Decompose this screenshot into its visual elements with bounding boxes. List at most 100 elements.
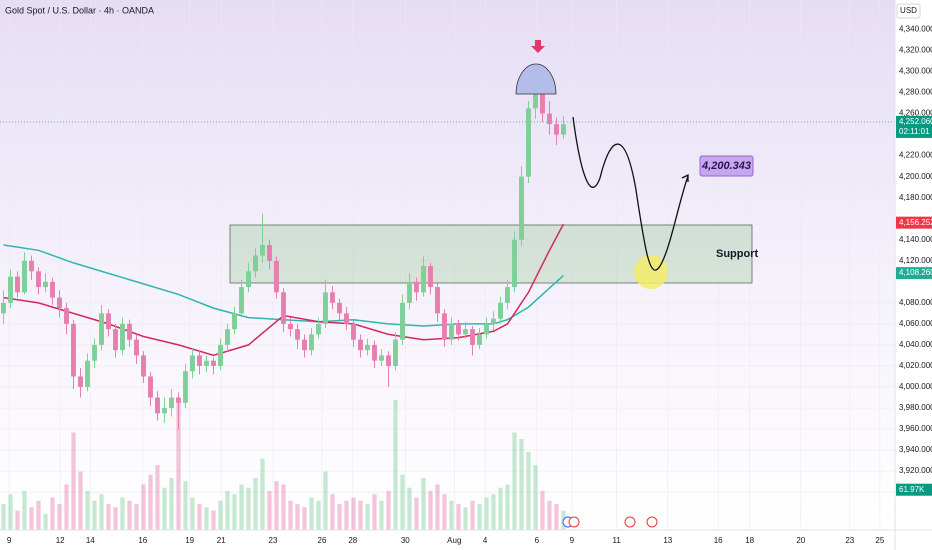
candle-body bbox=[253, 255, 258, 272]
volume-bar bbox=[22, 491, 27, 530]
x-tick-label: 18 bbox=[745, 536, 754, 545]
candle-body bbox=[36, 271, 41, 288]
candle-body bbox=[211, 360, 216, 366]
candle-body bbox=[99, 313, 104, 345]
volume-bar bbox=[120, 497, 125, 530]
candle-body bbox=[484, 323, 489, 335]
candle-body bbox=[106, 313, 111, 330]
volume-bar bbox=[449, 500, 454, 530]
support-zone bbox=[229, 224, 753, 284]
x-tick-label: 16 bbox=[138, 536, 147, 545]
target-label: 4,200.343 bbox=[701, 160, 751, 172]
candle-body bbox=[428, 266, 433, 288]
y-tick-label: 4,040.000 bbox=[899, 340, 932, 349]
x-tick-label: 23 bbox=[269, 536, 278, 545]
volume-bar bbox=[211, 510, 216, 530]
candle-body bbox=[512, 239, 517, 288]
candle-body bbox=[456, 323, 461, 335]
volume-bar bbox=[484, 497, 489, 530]
candle-body bbox=[547, 113, 552, 125]
candle-body bbox=[505, 287, 510, 303]
volume-bar bbox=[246, 487, 251, 530]
candle-body bbox=[64, 308, 69, 324]
volume-bar bbox=[169, 478, 174, 530]
x-tick-label: 20 bbox=[796, 536, 805, 545]
volume-bar bbox=[43, 513, 48, 530]
currency-box[interactable] bbox=[896, 3, 921, 19]
candle-body bbox=[449, 323, 454, 340]
y-tick-label: 4,200.000 bbox=[899, 172, 932, 181]
event-icon bbox=[646, 516, 658, 528]
time-axis bbox=[0, 530, 895, 550]
volume-bar bbox=[99, 494, 104, 530]
y-tick-label: 4,080.000 bbox=[899, 298, 932, 307]
down-arrow bbox=[531, 40, 545, 53]
volume-bar bbox=[386, 491, 391, 530]
volume-bar bbox=[554, 504, 559, 530]
volume-bar bbox=[414, 497, 419, 530]
candle-body bbox=[372, 344, 377, 361]
candle-body bbox=[8, 276, 13, 303]
x-tick-label: 16 bbox=[714, 536, 723, 545]
candle-body bbox=[533, 82, 538, 109]
x-tick-label: 21 bbox=[217, 536, 226, 545]
top-dome bbox=[515, 63, 557, 95]
volume-bar bbox=[50, 497, 55, 530]
candle-body bbox=[316, 323, 321, 335]
volume-bar bbox=[498, 487, 503, 530]
candle-body bbox=[288, 323, 293, 330]
price-tag-label: 4,108.260 bbox=[899, 268, 932, 277]
volume-bar bbox=[512, 432, 517, 530]
candle-body bbox=[43, 281, 48, 288]
currency[interactable]: USD bbox=[900, 6, 917, 15]
volume-bar bbox=[288, 500, 293, 530]
x-tick-label: 13 bbox=[663, 536, 672, 545]
y-tick-label: 4,260.000 bbox=[899, 109, 932, 118]
y-tick-label: 3,920.000 bbox=[899, 466, 932, 475]
x-tick-label: 25 bbox=[875, 536, 884, 545]
candle-body bbox=[85, 360, 90, 387]
x-tick-label: 9 bbox=[7, 536, 12, 545]
volume-bar bbox=[239, 484, 244, 530]
candle-body bbox=[218, 344, 223, 366]
candle-body bbox=[554, 124, 559, 135]
volume-bar bbox=[491, 494, 496, 530]
volume-bar bbox=[29, 507, 34, 530]
support-label: Support bbox=[716, 248, 758, 260]
volume-bar bbox=[302, 507, 307, 530]
candle-body bbox=[22, 260, 27, 293]
candle-body bbox=[519, 176, 524, 240]
x-tick-label: 11 bbox=[613, 536, 622, 545]
x-tick-label: 26 bbox=[318, 536, 327, 545]
candle-body bbox=[470, 329, 475, 345]
volume-bar bbox=[309, 497, 314, 530]
candle-body bbox=[225, 329, 230, 345]
candle-body bbox=[344, 313, 349, 324]
candle-body bbox=[155, 397, 160, 414]
x-tick-label: Aug bbox=[447, 536, 461, 545]
candle-body bbox=[127, 323, 132, 340]
volume-bar bbox=[253, 478, 258, 530]
volume-bar bbox=[400, 474, 405, 530]
candle-body bbox=[267, 245, 272, 261]
candle-body bbox=[260, 245, 265, 256]
candle-body bbox=[92, 344, 97, 361]
volume-bar bbox=[526, 452, 531, 530]
candle-body bbox=[78, 376, 83, 387]
volume-bar bbox=[197, 504, 202, 530]
volume-bar bbox=[393, 400, 398, 530]
volume-bar bbox=[540, 491, 545, 530]
y-tick-label: 3,940.000 bbox=[899, 445, 932, 454]
volume-bar bbox=[316, 500, 321, 530]
candle-body bbox=[281, 292, 286, 324]
candle-body bbox=[295, 329, 300, 340]
candle-body bbox=[190, 355, 195, 372]
candle-body bbox=[15, 276, 20, 293]
volume-bar bbox=[344, 500, 349, 530]
x-tick-label: 30 bbox=[401, 536, 410, 545]
candle-body bbox=[337, 302, 342, 314]
x-tick-label: 23 bbox=[845, 536, 854, 545]
candle-body bbox=[365, 344, 370, 351]
y-tick-label: 4,000.000 bbox=[899, 382, 932, 391]
candle-body bbox=[204, 360, 209, 366]
